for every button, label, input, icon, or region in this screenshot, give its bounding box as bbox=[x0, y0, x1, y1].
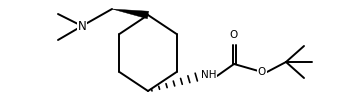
Text: O: O bbox=[258, 67, 266, 77]
Text: NH: NH bbox=[201, 70, 217, 80]
Text: N: N bbox=[78, 20, 86, 33]
Polygon shape bbox=[112, 9, 149, 19]
Text: O: O bbox=[230, 30, 238, 40]
